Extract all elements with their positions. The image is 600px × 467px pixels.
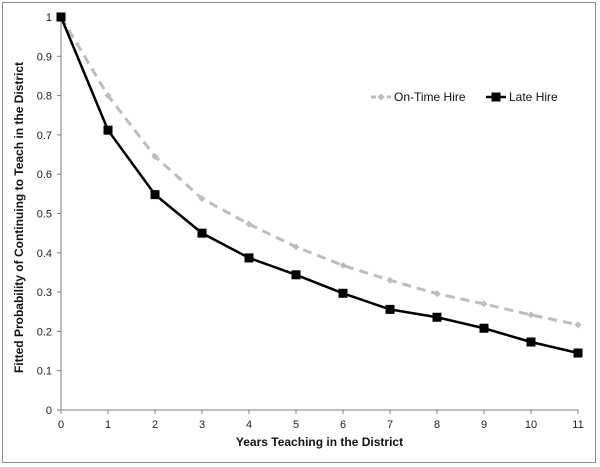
data-point [104,92,112,100]
data-point [151,153,159,161]
data-point [244,253,254,263]
x-tick-label: 9 [481,419,487,431]
y-tick-label: 0.8 [37,91,52,103]
y-tick-label: 0.6 [37,169,52,181]
data-point [338,288,348,298]
legend-marker [377,93,385,101]
data-point [432,312,442,322]
x-axis-title: Years Teaching in the District [236,435,403,449]
y-tick-label: 0.7 [37,130,52,142]
legend-label: Late Hire [509,90,558,104]
data-point [573,348,583,358]
legend-item: On-Time Hire [371,90,466,104]
y-tick-label: 0.5 [37,209,52,221]
data-point [103,125,113,135]
series-line [59,16,579,355]
x-tick-label: 4 [246,419,252,431]
data-point [433,290,441,298]
data-point [56,12,66,22]
y-tick-label: 0.4 [37,248,52,260]
data-point [574,321,582,329]
data-point [339,261,347,269]
series-late-hire [56,12,583,358]
data-point [385,304,395,314]
y-tick-label: 0.9 [37,51,52,63]
x-tick-label: 7 [387,419,393,431]
legend-label: On-Time Hire [394,90,466,104]
x-tick-label: 6 [340,419,346,431]
x-tick-label: 8 [434,419,440,431]
y-tick-label: 0.3 [37,287,52,299]
x-tick-label: 3 [199,419,205,431]
y-tick-label: 1 [46,12,52,24]
series-line [59,16,579,327]
y-tick-label: 0.1 [37,366,52,378]
tick-labels: 00.10.20.30.40.50.60.70.80.910 1 2 3 4 5 6 7 8 9 1… [37,12,584,431]
series-layer [56,12,583,358]
data-point [526,337,536,347]
data-point [292,243,300,251]
x-tick-label: 5 [293,419,299,431]
legend-marker [491,92,501,102]
y-tick-label: 0 [46,405,52,417]
x-tick-label: 2 [152,419,158,431]
data-point [479,323,489,333]
x-tick-label: 0 [58,419,64,431]
data-point [386,276,394,284]
series-on-time-hire [57,13,582,329]
data-point [480,300,488,308]
y-tick-label: 0.2 [37,326,52,338]
x-tick-label: 10 [525,419,537,431]
legend: On-Time Hire Late Hire [371,90,558,104]
data-point [198,195,206,203]
data-point [527,311,535,319]
x-tick-label: 1 [105,419,111,431]
axes [60,17,578,411]
chart-frame [2,2,596,463]
data-point [197,228,207,238]
y-axis-title: Fitted Probability of Continuing to Teac… [12,62,26,373]
legend-item: Late Hire [486,90,558,104]
x-tick-label: 11 [572,419,583,431]
data-point [245,220,253,228]
data-point [291,270,301,280]
data-point [150,190,160,200]
